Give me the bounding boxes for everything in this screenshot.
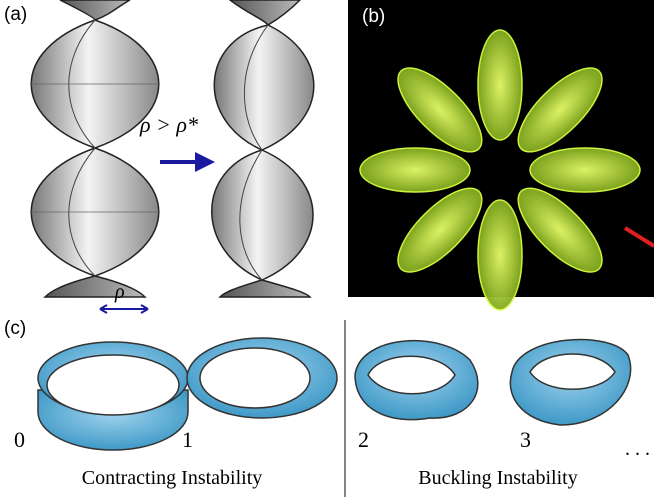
center: [472, 142, 528, 198]
mode-number: 2: [358, 427, 369, 452]
helicoid-right: [212, 0, 314, 297]
mode-number: 0: [14, 427, 25, 452]
mode-number: 1: [182, 427, 193, 452]
figure: (a) ρ > ρ* ρ (b) (c) 0 1 2 3 . . . Cont: [0, 0, 654, 497]
helicoid-left: [30, 0, 160, 297]
ring-1: [187, 338, 337, 418]
ring-3: [510, 340, 630, 425]
width-symbol: ρ: [114, 281, 125, 303]
condition: ρ > ρ*: [139, 112, 198, 137]
width-arrow: [100, 305, 148, 313]
mode-number: 3: [520, 427, 531, 452]
panel-label: (a): [4, 4, 27, 25]
group-label: Buckling Instability: [418, 467, 577, 489]
panel-label: (b): [362, 6, 385, 27]
panel-label: (c): [4, 318, 26, 339]
ring-0: [38, 342, 188, 450]
arrow: [160, 152, 215, 172]
group-label: Contracting Instability: [82, 467, 263, 489]
ring-2: [355, 341, 478, 420]
ellipsis: . . .: [625, 438, 650, 460]
